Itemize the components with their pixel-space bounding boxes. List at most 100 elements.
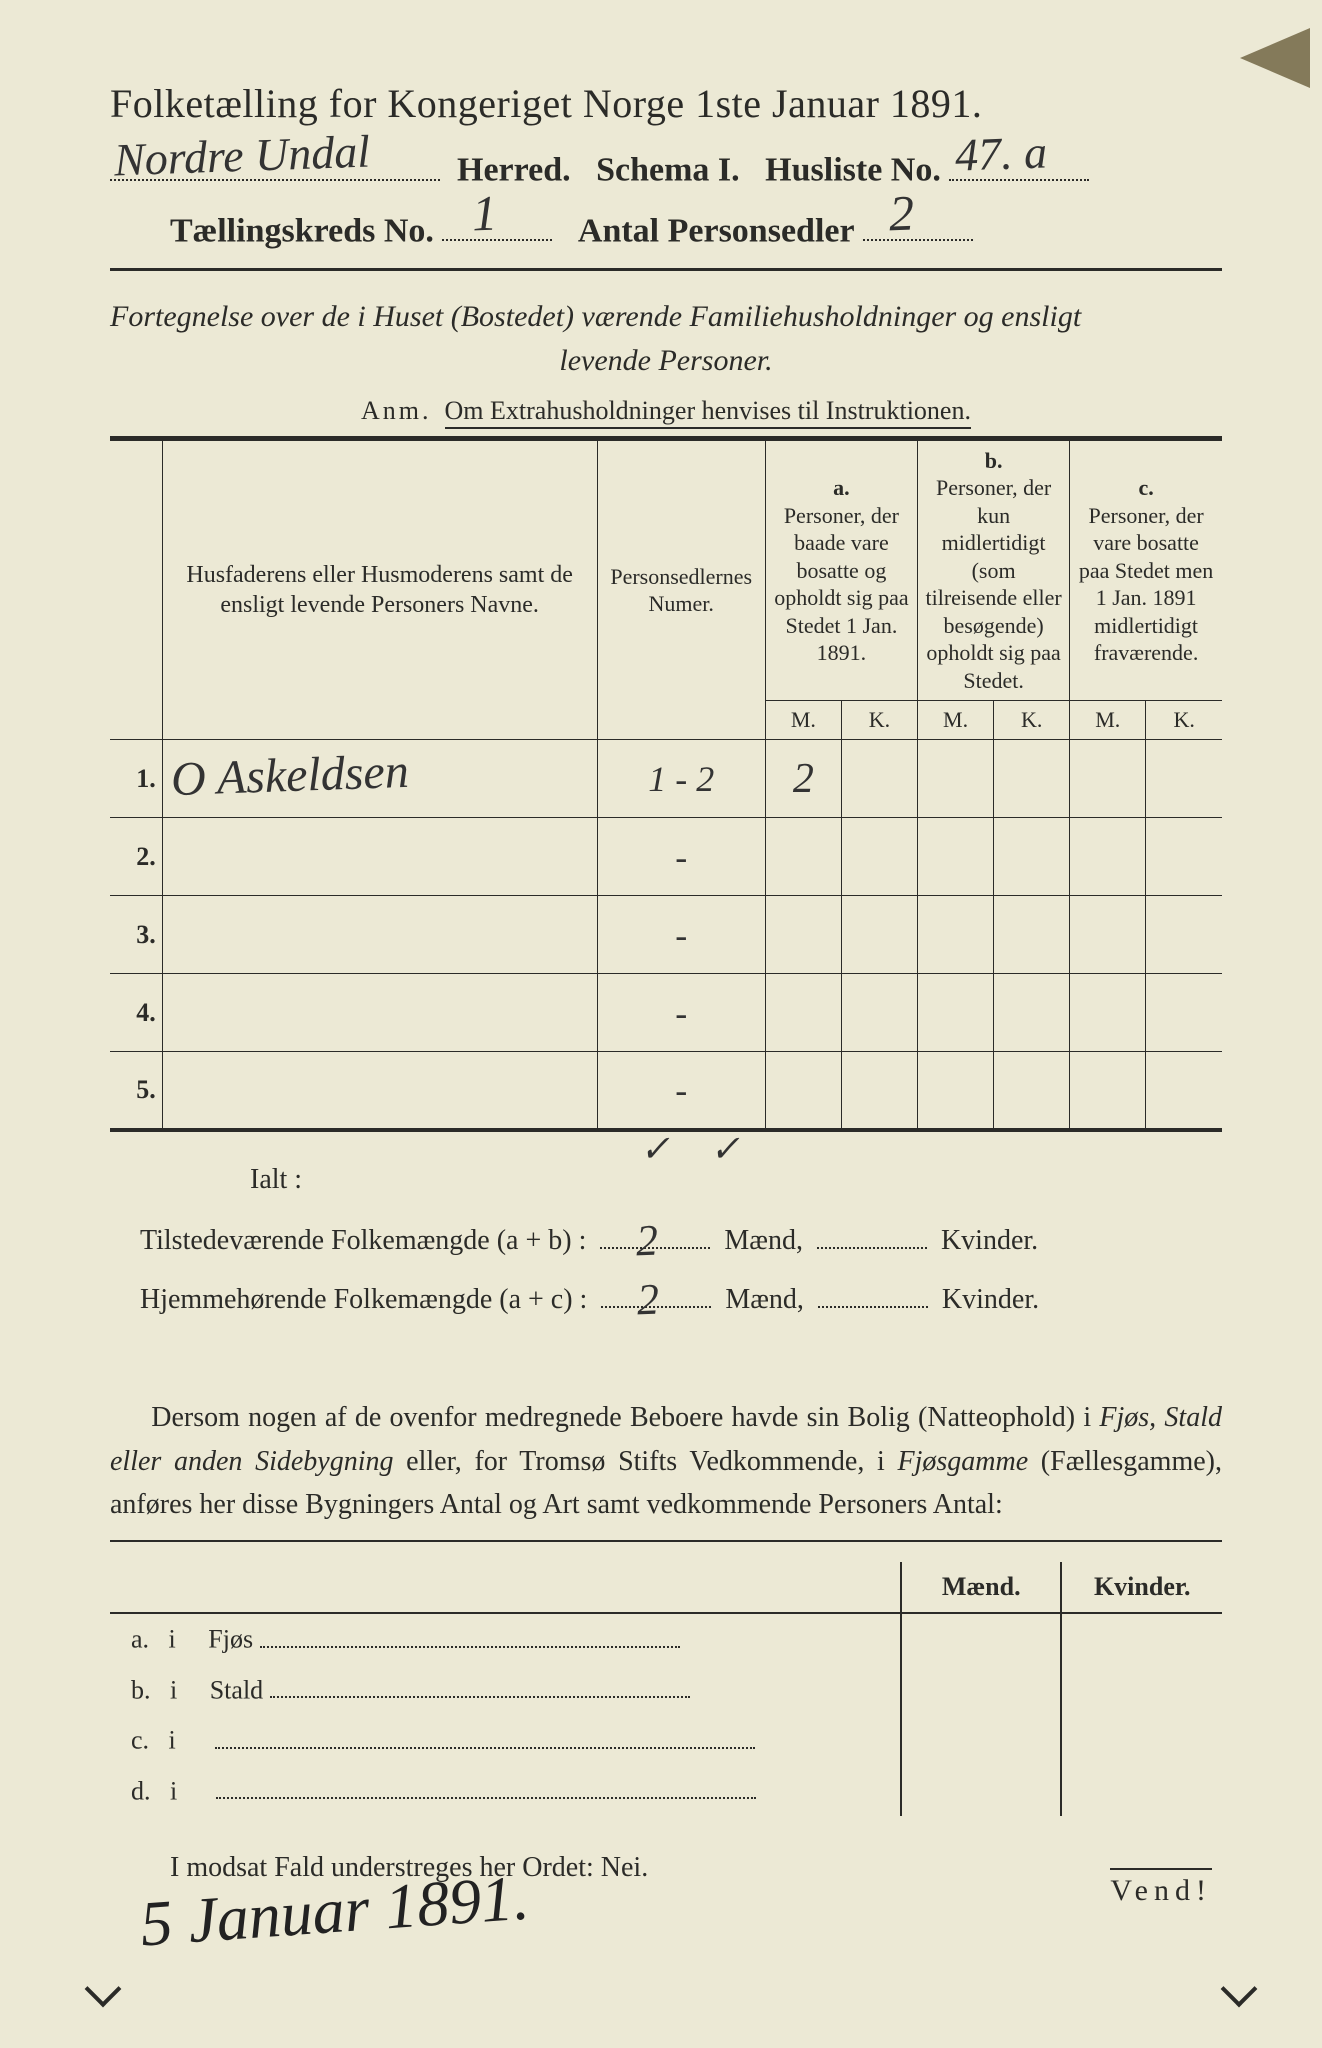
- summary1-label: Tilstedeværende Folkemængde (a + b) :: [140, 1225, 586, 1256]
- a-m-head: M.: [765, 701, 841, 740]
- row-num: -: [597, 1052, 765, 1130]
- row-c-k: [1146, 740, 1222, 818]
- group-c-text: Personer, der vare bosatte paa Stedet me…: [1076, 502, 1216, 667]
- herred-label: Herred.: [457, 152, 571, 189]
- anm-label: Anm.: [361, 396, 432, 425]
- herred-line: Nordre Undal Herred. Schema I. Husliste …: [110, 145, 1222, 190]
- kvinder-label-1: Kvinder.: [941, 1225, 1038, 1256]
- page-title: Folketælling for Kongeriget Norge 1ste J…: [110, 80, 1222, 127]
- row-b-k: [994, 818, 1070, 896]
- row-b-m: [918, 740, 994, 818]
- maend-label-2: Mænd,: [725, 1284, 804, 1315]
- row-index: 5.: [110, 1052, 162, 1130]
- summary2-k-slot: [818, 1280, 928, 1308]
- side-row-k: [1061, 1665, 1222, 1715]
- table-row: 2. -: [110, 818, 1222, 896]
- page-corner-fold: [1240, 28, 1310, 88]
- row-a-k: [841, 818, 917, 896]
- col-num-head: Personsedlernes Numer.: [597, 438, 765, 740]
- row-num-val: -: [675, 915, 687, 955]
- table-row: 3. -: [110, 896, 1222, 974]
- c-k-head: K.: [1146, 701, 1222, 740]
- herred-field: Nordre Undal: [110, 145, 440, 181]
- group-b-head: b. Personer, der kun midlertidigt (som t…: [918, 438, 1070, 701]
- summary2-m: 2: [636, 1258, 661, 1342]
- side-row-label: b. i Stald: [110, 1665, 901, 1715]
- side-table-wrap: Mænd. Kvinder. a. i Fjøs b. i Stald c. i…: [110, 1540, 1222, 1816]
- kreds-line: Tællingskreds No. 1 Antal Personsedler 2: [110, 206, 1222, 251]
- row-a-m: 2: [765, 740, 841, 818]
- side-row-m: [901, 1766, 1061, 1816]
- summary1-k-slot: [817, 1221, 927, 1249]
- divider: [110, 268, 1222, 271]
- row-a-m: [765, 896, 841, 974]
- row-c-m: [1070, 896, 1146, 974]
- row-a-m: [765, 974, 841, 1052]
- table-row: 5. -: [110, 1052, 1222, 1130]
- side-kvinder-head: Kvinder.: [1061, 1562, 1222, 1613]
- group-c-head: c. Personer, der vare bosatte paa Stedet…: [1070, 438, 1222, 701]
- subtitle-line1: Fortegnelse over de i Huset (Bostedet) v…: [110, 297, 1222, 338]
- row-num: -: [597, 974, 765, 1052]
- side-row: b. i Stald: [110, 1665, 1222, 1715]
- kreds-label: Tællingskreds No.: [170, 212, 434, 249]
- antal-field: 2: [863, 206, 973, 242]
- row-c-m: [1070, 974, 1146, 1052]
- side-row-m: [901, 1613, 1061, 1664]
- group-b-text: Personer, der kun midlertidigt (som tilr…: [924, 474, 1063, 694]
- row-num: 1 - 2: [597, 740, 765, 818]
- row-c-k: [1146, 974, 1222, 1052]
- row-index: 1.: [110, 740, 162, 818]
- row-name: O Askeldsen: [170, 744, 410, 807]
- side-row: c. i: [110, 1715, 1222, 1765]
- paragraph: Dersom nogen af de ovenfor medregnede Be…: [110, 1396, 1222, 1526]
- corner-mark-bl: [85, 1971, 122, 2008]
- row-index: 2.: [110, 818, 162, 896]
- summary1-m-slot: 2: [600, 1221, 710, 1249]
- row-b-k: [994, 896, 1070, 974]
- b-m-head: M.: [918, 701, 994, 740]
- row-name-cell: [162, 974, 597, 1052]
- census-form-page: Folketælling for Kongeriget Norge 1ste J…: [0, 0, 1322, 2048]
- row-c-k: [1146, 1052, 1222, 1130]
- group-b-label: b.: [924, 447, 1063, 475]
- husliste-field: 47. a: [949, 145, 1089, 181]
- side-row-label: d. i: [110, 1766, 901, 1816]
- b-k-head: K.: [994, 701, 1070, 740]
- vend-label: Vend!: [1110, 1868, 1212, 1908]
- row-num-val: -: [675, 837, 687, 877]
- row-name-cell: [162, 1052, 597, 1130]
- herred-value: Nordre Undal: [113, 125, 371, 187]
- row-b-k: [994, 1052, 1070, 1130]
- side-maend-head: Mænd.: [901, 1562, 1061, 1613]
- row-name-cell: [162, 818, 597, 896]
- anm-line: Anm. Om Extrahusholdninger henvises til …: [110, 396, 1222, 426]
- side-table: Mænd. Kvinder. a. i Fjøs b. i Stald c. i…: [110, 1562, 1222, 1816]
- maend-label-1: Mænd,: [724, 1225, 803, 1256]
- row-c-k: [1146, 896, 1222, 974]
- corner-mark-br: [1221, 1971, 1258, 2008]
- husliste-value: 47. a: [954, 125, 1048, 181]
- row-a-m: [765, 1052, 841, 1130]
- side-blank-head: [110, 1562, 901, 1613]
- table-row: 4.-: [110, 974, 1222, 1052]
- side-row: a. i Fjøs: [110, 1613, 1222, 1664]
- a-k-head: K.: [841, 701, 917, 740]
- row-index: 3.: [110, 896, 162, 974]
- row-a-k: [841, 740, 917, 818]
- row-a-k: [841, 974, 917, 1052]
- side-row-k: [1061, 1715, 1222, 1765]
- table-row: 1.O Askeldsen 1 - 22: [110, 740, 1222, 818]
- schema-label: Schema I.: [596, 152, 740, 189]
- col-name-head: Husfaderens eller Husmoderens samt de en…: [162, 438, 597, 740]
- col-index-head: [110, 438, 162, 740]
- row-c-m: [1070, 740, 1146, 818]
- husliste-label: Husliste No.: [765, 152, 941, 189]
- antal-label: Antal Personsedler: [578, 212, 855, 249]
- row-b-m: [918, 896, 994, 974]
- side-row: d. i: [110, 1766, 1222, 1816]
- row-a-m: [765, 818, 841, 896]
- row-c-m: [1070, 1052, 1146, 1130]
- side-row-m: [901, 1715, 1061, 1765]
- row-a-k: [841, 1052, 917, 1130]
